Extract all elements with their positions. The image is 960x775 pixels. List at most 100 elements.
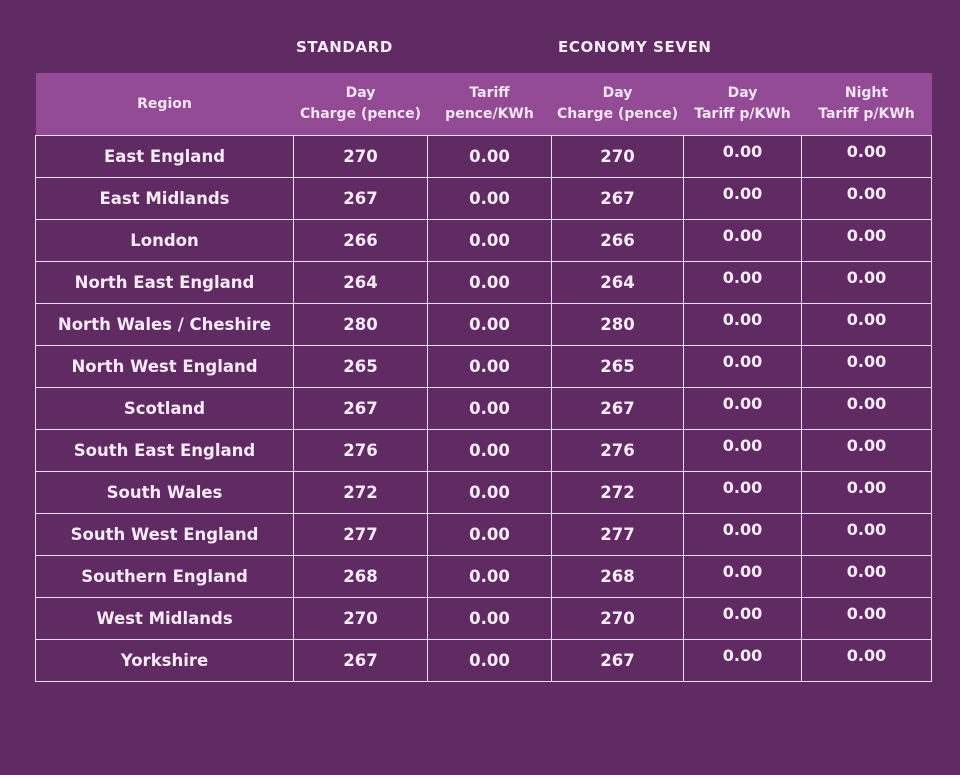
std-tariff-cell: 0.00 [427,555,552,598]
table-row: Yorkshire 267 0.00 267 0.00 0.00 [35,639,932,682]
column-header-e7-day-charge: Day Charge (pence) [551,73,684,136]
e7-day-charge-cell: 277 [551,513,684,556]
table-row: East Midlands 267 0.00 267 0.00 0.00 [35,177,932,220]
region-cell: South East England [35,429,294,472]
header-row: Region Day Charge (pence) Tariff pence/K… [35,73,932,136]
e7-day-charge-cell: 280 [551,303,684,346]
e7-day-tariff-cell: 0.00 [683,639,802,682]
std-day-charge-cell: 280 [293,303,428,346]
table-row: North West England 265 0.00 265 0.00 0.0… [35,345,932,388]
table-row: North East England 264 0.00 264 0.00 0.0… [35,261,932,304]
std-day-charge-cell: 270 [293,597,428,640]
e7-day-tariff-cell: 0.00 [683,429,802,472]
e7-night-tariff-cell: 0.00 [801,345,932,388]
e7-day-tariff-cell: 0.00 [683,219,802,262]
table-row: Scotland 267 0.00 267 0.00 0.00 [35,387,932,430]
region-cell: Scotland [35,387,294,430]
column-header-region: Region [35,73,294,136]
e7-night-tariff-cell: 0.00 [801,219,932,262]
table-row: South Wales 272 0.00 272 0.00 0.00 [35,471,932,514]
e7-day-tariff-cell: 0.00 [683,387,802,430]
table-row: East England 270 0.00 270 0.00 0.00 [35,135,932,178]
table-row: South West England 277 0.00 277 0.00 0.0… [35,513,932,556]
column-header-e7-night-tariff: Night Tariff p/KWh [801,73,932,136]
region-cell: West Midlands [35,597,294,640]
e7-night-tariff-cell: 0.00 [801,303,932,346]
e7-day-charge-cell: 276 [551,429,684,472]
column-header-e7-day-tariff: Day Tariff p/KWh [683,73,802,136]
e7-day-charge-cell: 270 [551,597,684,640]
e7-day-charge-cell: 267 [551,177,684,220]
std-day-charge-cell: 266 [293,219,428,262]
e7-night-tariff-cell: 0.00 [801,177,932,220]
column-header-std-day-charge: Day Charge (pence) [293,73,428,136]
e7-day-charge-cell: 268 [551,555,684,598]
std-day-charge-cell: 268 [293,555,428,598]
region-cell: South West England [35,513,294,556]
table-row: North Wales / Cheshire 280 0.00 280 0.00… [35,303,932,346]
e7-night-tariff-cell: 0.00 [801,513,932,556]
economy-seven-group-label: ECONOMY SEVEN [558,38,712,56]
e7-day-charge-cell: 264 [551,261,684,304]
e7-night-tariff-cell: 0.00 [801,429,932,472]
column-header-std-tariff: Tariff pence/KWh [427,73,552,136]
std-day-charge-cell: 267 [293,387,428,430]
e7-day-tariff-cell: 0.00 [683,597,802,640]
tariff-table-body: East England 270 0.00 270 0.00 0.00 East… [35,135,932,682]
region-cell: Southern England [35,555,294,598]
e7-day-tariff-cell: 0.00 [683,345,802,388]
table-row: Southern England 268 0.00 268 0.00 0.00 [35,555,932,598]
e7-day-charge-cell: 270 [551,135,684,178]
std-tariff-cell: 0.00 [427,219,552,262]
std-tariff-cell: 0.00 [427,261,552,304]
std-tariff-cell: 0.00 [427,387,552,430]
std-day-charge-cell: 270 [293,135,428,178]
std-tariff-cell: 0.00 [427,597,552,640]
std-day-charge-cell: 276 [293,429,428,472]
e7-day-charge-cell: 272 [551,471,684,514]
e7-night-tariff-cell: 0.00 [801,471,932,514]
e7-day-tariff-cell: 0.00 [683,471,802,514]
std-tariff-cell: 0.00 [427,177,552,220]
std-tariff-cell: 0.00 [427,471,552,514]
std-day-charge-cell: 264 [293,261,428,304]
e7-day-tariff-cell: 0.00 [683,513,802,556]
e7-day-tariff-cell: 0.00 [683,177,802,220]
e7-night-tariff-cell: 0.00 [801,597,932,640]
e7-night-tariff-cell: 0.00 [801,135,932,178]
std-day-charge-cell: 277 [293,513,428,556]
std-day-charge-cell: 265 [293,345,428,388]
std-tariff-cell: 0.00 [427,429,552,472]
e7-night-tariff-cell: 0.00 [801,261,932,304]
e7-night-tariff-cell: 0.00 [801,555,932,598]
std-tariff-cell: 0.00 [427,303,552,346]
std-tariff-cell: 0.00 [427,639,552,682]
standard-group-label: STANDARD [296,38,393,56]
region-cell: East Midlands [35,177,294,220]
e7-night-tariff-cell: 0.00 [801,387,932,430]
e7-day-charge-cell: 267 [551,639,684,682]
std-tariff-cell: 0.00 [427,513,552,556]
region-cell: North East England [35,261,294,304]
region-cell: South Wales [35,471,294,514]
e7-day-tariff-cell: 0.00 [683,261,802,304]
e7-day-charge-cell: 267 [551,387,684,430]
std-tariff-cell: 0.00 [427,135,552,178]
table-row: West Midlands 270 0.00 270 0.00 0.00 [35,597,932,640]
region-cell: North Wales / Cheshire [35,303,294,346]
table-row: South East England 276 0.00 276 0.00 0.0… [35,429,932,472]
region-cell: London [35,219,294,262]
region-cell: East England [35,135,294,178]
std-day-charge-cell: 272 [293,471,428,514]
tariff-table: Region Day Charge (pence) Tariff pence/K… [35,73,932,682]
e7-day-tariff-cell: 0.00 [683,555,802,598]
e7-day-charge-cell: 266 [551,219,684,262]
std-tariff-cell: 0.00 [427,345,552,388]
region-cell: Yorkshire [35,639,294,682]
e7-day-tariff-cell: 0.00 [683,135,802,178]
region-cell: North West England [35,345,294,388]
e7-night-tariff-cell: 0.00 [801,639,932,682]
e7-day-tariff-cell: 0.00 [683,303,802,346]
tariff-table-header: Region Day Charge (pence) Tariff pence/K… [35,73,932,136]
std-day-charge-cell: 267 [293,639,428,682]
